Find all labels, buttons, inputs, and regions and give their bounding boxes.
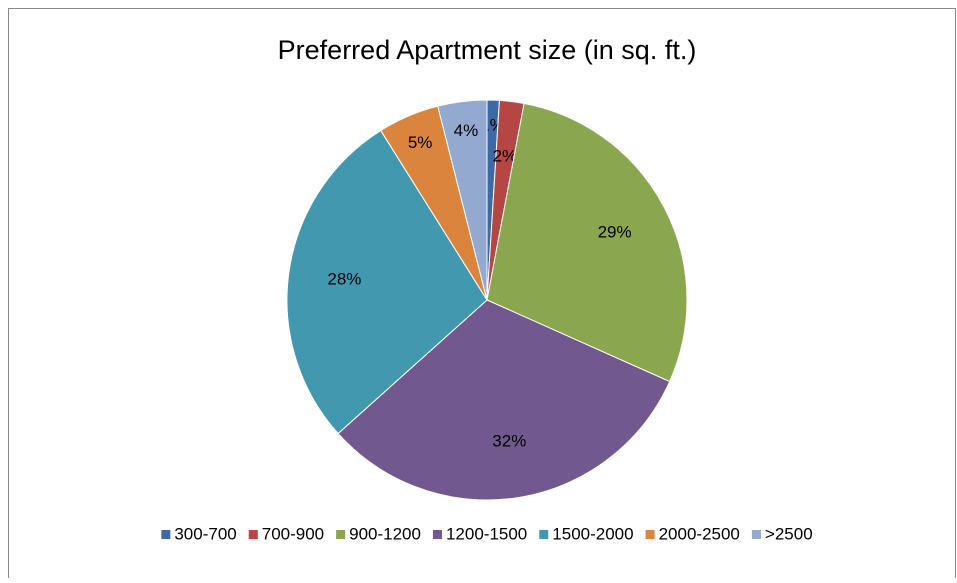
legend-swatch <box>539 530 549 539</box>
pie-slice <box>486 102 688 383</box>
pie-slice <box>437 99 488 301</box>
pie-slice <box>286 129 488 435</box>
legend-label: 900-1200 <box>349 524 421 543</box>
data-label: 5% <box>408 133 433 152</box>
legend-label: 1200-1500 <box>446 524 527 543</box>
legend-swatch <box>248 530 258 539</box>
chart-title: Preferred Apartment size (in sq. ft.) <box>278 35 697 65</box>
legend-swatch <box>751 530 761 539</box>
legend-label: >2500 <box>765 524 813 543</box>
data-label: 32% <box>492 432 526 451</box>
data-label: 4% <box>454 121 479 140</box>
legend-swatch <box>432 530 442 539</box>
legend-swatch <box>161 530 171 539</box>
legend-label: 300-700 <box>174 524 236 543</box>
data-label: 2% <box>493 147 518 166</box>
legend-swatch <box>645 530 655 539</box>
legend-label: 2000-2500 <box>659 524 740 543</box>
data-label: 29% <box>598 223 632 242</box>
legend-swatch <box>336 530 346 539</box>
data-label: 28% <box>327 269 361 288</box>
pie-slice <box>337 299 671 501</box>
legend-label: 700-900 <box>262 524 324 543</box>
legend-label: 1500-2000 <box>552 524 633 543</box>
